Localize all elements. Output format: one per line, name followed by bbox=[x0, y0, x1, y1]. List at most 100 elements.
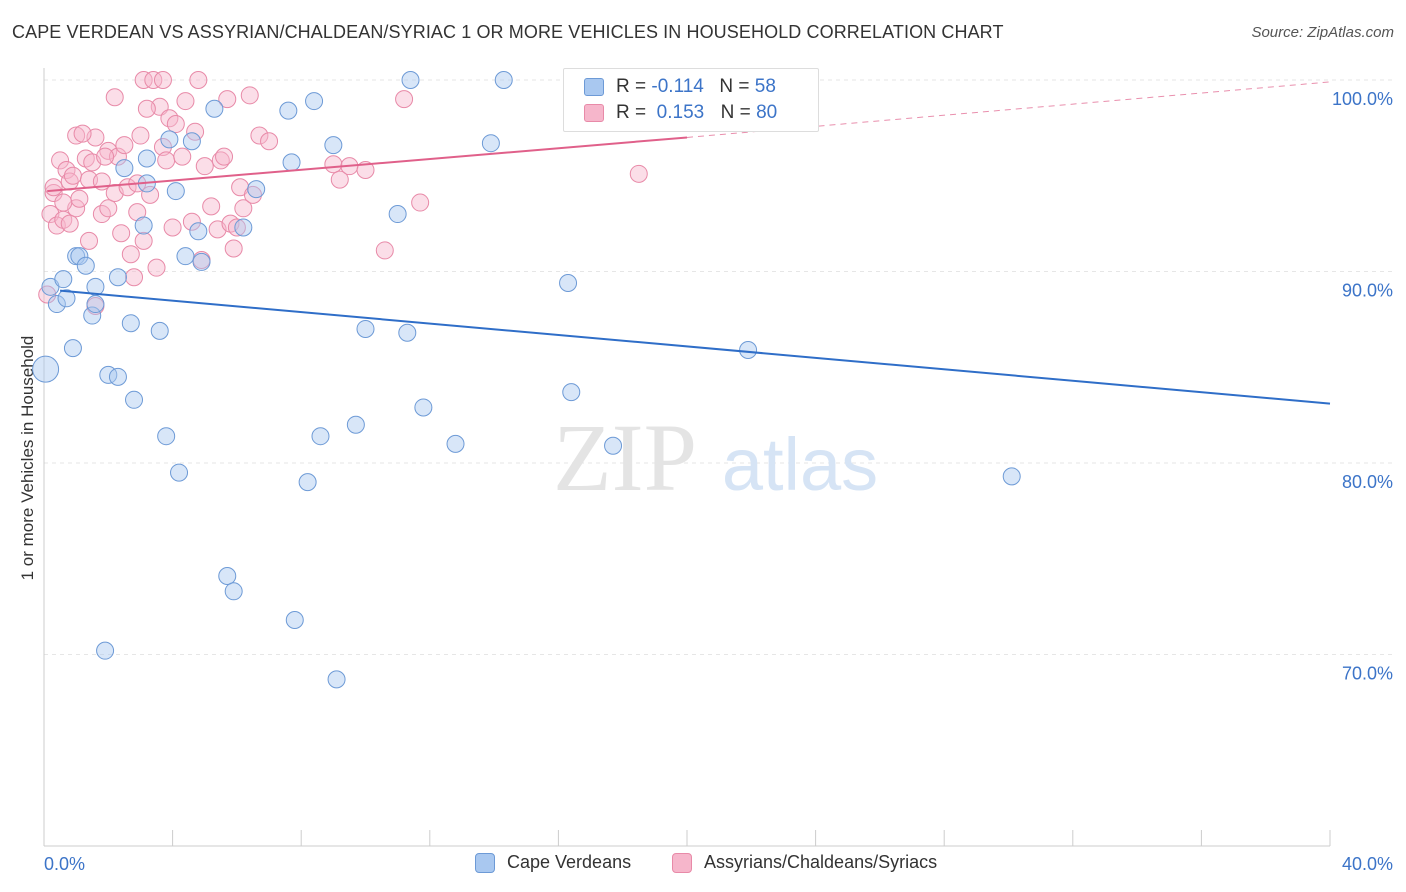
data-point-assyrians bbox=[153, 138, 172, 157]
source-label: Source: ZipAtlas.com bbox=[1251, 24, 1394, 41]
series-cape-verdeans-points bbox=[32, 71, 1021, 689]
data-point-assyrians bbox=[67, 126, 86, 145]
series-legend: Cape Verdeans Assyrians/Chaldeans/Syriac… bbox=[0, 852, 1406, 878]
data-point-cape-verdeans bbox=[234, 218, 253, 237]
legend-r-label: R = bbox=[616, 76, 647, 97]
data-point-cape-verdeans bbox=[279, 101, 298, 120]
legend-r-value: 0.153 bbox=[656, 102, 705, 123]
data-point-assyrians bbox=[375, 241, 394, 260]
y-tick-label: 90.0% bbox=[1342, 281, 1393, 301]
data-point-assyrians bbox=[134, 71, 153, 89]
data-point-assyrians bbox=[629, 164, 648, 183]
data-point-cape-verdeans bbox=[76, 256, 95, 275]
data-point-cape-verdeans bbox=[86, 295, 105, 314]
data-point-cape-verdeans bbox=[298, 473, 317, 492]
tick-labels: 70.0% 80.0% 90.0% 100.0% 0.0% 40.0% bbox=[44, 89, 1393, 874]
legend-swatch-blue bbox=[584, 78, 604, 96]
data-point-assyrians bbox=[215, 147, 234, 166]
data-point-assyrians bbox=[131, 126, 150, 145]
chart-title: CAPE VERDEAN VS ASSYRIAN/CHALDEAN/SYRIAC… bbox=[12, 22, 1004, 42]
trendline-cape-verdeans bbox=[59, 289, 1331, 405]
data-point-assyrians bbox=[108, 147, 127, 166]
data-point-assyrians bbox=[157, 151, 176, 170]
data-point-assyrians bbox=[51, 151, 70, 170]
data-point-cape-verdeans bbox=[401, 71, 420, 89]
data-point-assyrians bbox=[173, 147, 192, 166]
data-point-cape-verdeans bbox=[170, 463, 189, 482]
legend-swatch-pink bbox=[672, 852, 692, 873]
data-point-cape-verdeans bbox=[115, 159, 134, 178]
data-point-cape-verdeans bbox=[125, 390, 144, 409]
data-point-assyrians bbox=[243, 185, 262, 204]
legend-swatch-blue bbox=[475, 852, 495, 873]
data-point-cape-verdeans bbox=[96, 641, 115, 660]
legend-r-value: -0.114 bbox=[651, 76, 704, 97]
legend-n-label: N = bbox=[719, 76, 750, 97]
data-point-assyrians bbox=[121, 245, 140, 264]
x-tick-label: 0.0% bbox=[44, 854, 85, 874]
data-point-assyrians bbox=[330, 170, 349, 189]
gridlines bbox=[44, 79, 1392, 655]
data-point-cape-verdeans bbox=[134, 216, 153, 235]
legend-item-cape-verdeans: Cape Verdeans bbox=[475, 852, 631, 873]
data-point-cape-verdeans bbox=[137, 149, 156, 168]
data-point-assyrians bbox=[80, 231, 99, 250]
data-point-cape-verdeans bbox=[604, 436, 623, 455]
data-point-assyrians bbox=[105, 88, 124, 107]
data-point-assyrians bbox=[195, 157, 214, 176]
y-tick-label: 70.0% bbox=[1342, 664, 1393, 684]
data-point-cape-verdeans bbox=[47, 295, 66, 314]
data-point-cape-verdeans bbox=[121, 314, 140, 333]
watermark-atlas: atlas bbox=[722, 423, 878, 506]
data-point-cape-verdeans bbox=[108, 268, 127, 287]
data-point-cape-verdeans bbox=[108, 367, 127, 386]
data-point-assyrians bbox=[54, 193, 73, 212]
data-point-assyrians bbox=[411, 193, 430, 212]
legend-item-assyrians: Assyrians/Chaldeans/Syriacs bbox=[672, 852, 937, 873]
data-point-cape-verdeans bbox=[559, 273, 578, 292]
y-tick-label: 100.0% bbox=[1332, 89, 1393, 109]
data-point-assyrians bbox=[176, 92, 195, 111]
data-point-assyrians bbox=[44, 183, 63, 202]
data-point-cape-verdeans bbox=[54, 270, 73, 289]
data-point-cape-verdeans bbox=[150, 321, 169, 340]
watermark: ZIP atlas bbox=[553, 404, 878, 511]
x-tick-label: 40.0% bbox=[1342, 854, 1393, 874]
data-point-cape-verdeans bbox=[494, 71, 513, 89]
data-point-assyrians bbox=[144, 71, 163, 89]
data-point-assyrians bbox=[99, 141, 118, 160]
legend-label-cape-verdeans: Cape Verdeans bbox=[507, 852, 632, 872]
data-point-cape-verdeans bbox=[282, 153, 301, 172]
data-point-cape-verdeans bbox=[356, 319, 375, 338]
data-point-assyrians bbox=[189, 71, 208, 89]
y-tick-label: 80.0% bbox=[1342, 472, 1393, 492]
data-point-assyrians bbox=[99, 199, 118, 218]
data-point-assyrians bbox=[224, 239, 243, 258]
data-point-assyrians bbox=[250, 126, 269, 145]
data-point-assyrians bbox=[125, 268, 144, 287]
data-point-cape-verdeans bbox=[157, 427, 176, 446]
data-point-assyrians bbox=[153, 71, 172, 89]
data-point-assyrians bbox=[260, 132, 279, 151]
data-point-cape-verdeans bbox=[83, 306, 102, 325]
data-point-cape-verdeans bbox=[346, 415, 365, 434]
data-point-assyrians bbox=[166, 115, 185, 134]
data-point-assyrians bbox=[96, 147, 115, 166]
data-point-assyrians bbox=[115, 136, 134, 155]
data-point-cape-verdeans bbox=[63, 339, 82, 358]
legend-n-value: 58 bbox=[754, 76, 776, 97]
data-point-cape-verdeans bbox=[70, 247, 89, 266]
data-point-cape-verdeans bbox=[247, 180, 266, 199]
data-point-cape-verdeans bbox=[205, 99, 224, 118]
watermark-zip: ZIP bbox=[553, 404, 697, 511]
data-point-assyrians bbox=[186, 122, 205, 141]
data-point-assyrians bbox=[60, 214, 79, 233]
data-point-cape-verdeans bbox=[285, 611, 304, 630]
data-point-cape-verdeans bbox=[481, 134, 500, 153]
stats-legend: R = -0.114 N = 58 R = 0.153 N = 80 bbox=[563, 68, 819, 132]
data-point-assyrians bbox=[240, 86, 259, 105]
data-point-assyrians bbox=[137, 99, 156, 118]
trendline-assyrians-extension bbox=[686, 81, 1331, 138]
data-point-assyrians bbox=[147, 258, 166, 277]
